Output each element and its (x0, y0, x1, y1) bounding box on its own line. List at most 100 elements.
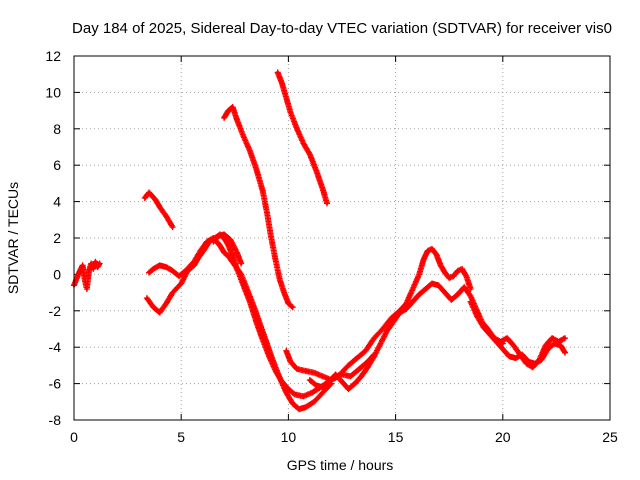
data-point (424, 287, 428, 291)
data-point (248, 149, 252, 153)
y-axis-label: SDTVAR / TECUs (5, 182, 21, 294)
data-point (164, 302, 168, 306)
data-point (171, 291, 175, 295)
data-point (301, 394, 305, 398)
y-tick-label: -6 (49, 376, 62, 392)
data-point (505, 336, 509, 340)
data-point (537, 358, 541, 362)
data-point (222, 236, 226, 240)
data-point (93, 260, 97, 264)
data-point (552, 342, 556, 346)
data-point (340, 380, 344, 384)
data-point (231, 254, 235, 258)
data-point (524, 362, 528, 366)
data-point (460, 267, 464, 271)
data-point (563, 336, 567, 340)
data-point (295, 127, 299, 131)
x-axis-label: GPS time / hours (287, 457, 394, 473)
data-point (151, 267, 155, 271)
data-point (475, 314, 479, 318)
data-point (443, 291, 447, 295)
data-point (563, 351, 567, 355)
data-point (381, 327, 385, 331)
data-point (430, 282, 434, 285)
data-point (158, 311, 162, 315)
data-point (274, 258, 278, 262)
data-point (321, 187, 325, 191)
data-point (372, 354, 376, 358)
data-point (462, 285, 466, 289)
data-point (295, 367, 299, 371)
data-point (241, 134, 245, 138)
data-point (297, 407, 301, 411)
data-point (411, 287, 415, 291)
data-point (411, 300, 415, 304)
data-point (310, 391, 314, 395)
series-arc-8 (283, 245, 474, 383)
data-point (514, 356, 518, 360)
data-point (434, 252, 438, 256)
data-point (447, 276, 451, 280)
data-point (248, 300, 252, 304)
data-point (436, 283, 440, 287)
data-point (241, 283, 245, 287)
data-point (222, 251, 226, 255)
data-point (327, 380, 331, 384)
data-point (91, 267, 95, 271)
data-point (314, 169, 318, 173)
data-point (346, 363, 350, 367)
chart-title: Day 184 of 2025, Sidereal Day-to-day VTE… (72, 20, 612, 37)
data-point (464, 274, 468, 278)
y-tick-label: -8 (49, 412, 62, 428)
data-point (81, 263, 85, 267)
data-point (145, 296, 149, 300)
data-point (304, 369, 308, 373)
data-point (235, 267, 239, 271)
data-point (261, 338, 265, 342)
data-point (469, 294, 473, 298)
y-tick-label: 6 (53, 157, 61, 173)
data-point (280, 81, 284, 85)
data-point (153, 198, 157, 202)
y-tick-label: 0 (53, 266, 61, 282)
y-tick-label: -2 (49, 303, 62, 319)
data-point (308, 152, 312, 156)
data-point (389, 316, 393, 320)
data-point (226, 254, 230, 258)
data-point (280, 380, 284, 384)
data-point (291, 402, 295, 406)
data-point (177, 274, 181, 278)
data-point (265, 211, 269, 215)
y-tick-label: -4 (49, 339, 62, 355)
data-point (171, 225, 175, 229)
data-point (284, 96, 288, 100)
data-point (158, 205, 162, 209)
data-point (321, 374, 325, 378)
data-point (314, 383, 318, 387)
data-point (269, 236, 273, 240)
data-point (507, 354, 511, 358)
data-point (312, 371, 316, 375)
data-point (501, 347, 505, 351)
data-point (222, 116, 226, 120)
data-point (518, 352, 522, 356)
data-point (426, 249, 430, 253)
data-point (544, 343, 548, 347)
x-tick-label: 0 (70, 429, 78, 445)
plot-frame (73, 55, 611, 421)
x-tick-label: 5 (177, 429, 185, 445)
data-point (301, 141, 305, 145)
x-tick-label: 20 (495, 429, 511, 445)
data-point (357, 367, 361, 371)
data-point (147, 191, 151, 194)
data-series (71, 69, 568, 413)
data-point (289, 360, 293, 364)
data-point (557, 340, 561, 344)
data-point (391, 320, 395, 324)
data-point (349, 374, 353, 378)
data-point (321, 385, 325, 389)
data-point (293, 393, 297, 397)
data-point (359, 374, 363, 378)
data-point (439, 263, 443, 267)
data-point (512, 343, 516, 347)
